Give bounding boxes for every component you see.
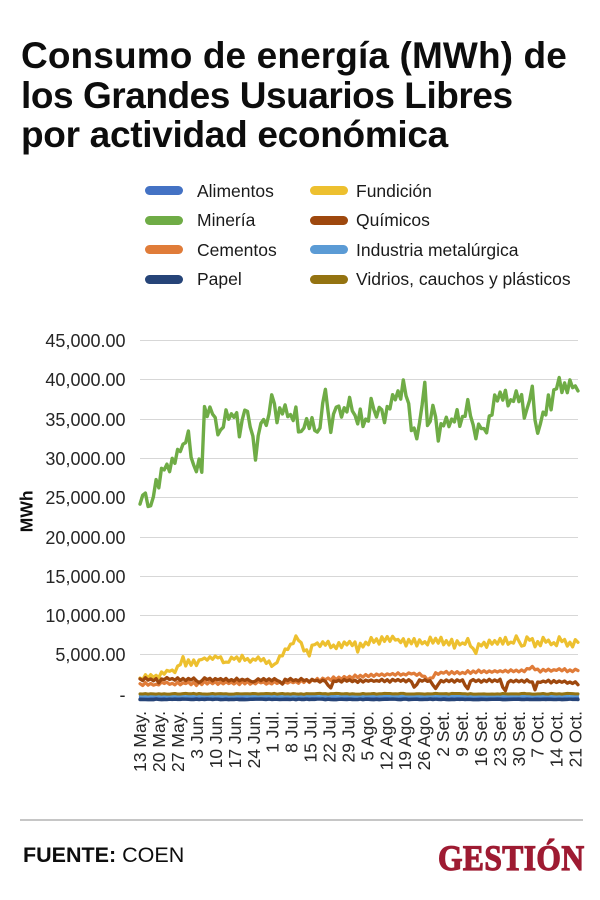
- svg-text:35,000.00: 35,000.00: [45, 410, 125, 430]
- svg-text:26 Ago.: 26 Ago.: [414, 711, 434, 770]
- svg-text:29 Jul.: 29 Jul.: [338, 711, 358, 763]
- svg-text:21 Oct.: 21 Oct.: [566, 711, 586, 767]
- svg-text:45,000.00: 45,000.00: [45, 331, 125, 351]
- svg-text:40,000.00: 40,000.00: [45, 370, 125, 390]
- svg-text:19 Ago.: 19 Ago.: [395, 711, 415, 770]
- svg-text:5,000.00: 5,000.00: [55, 645, 125, 665]
- svg-text:-: -: [120, 685, 126, 705]
- svg-text:15 Jul.: 15 Jul.: [301, 711, 321, 763]
- svg-text:15,000.00: 15,000.00: [45, 567, 125, 587]
- svg-text:20,000.00: 20,000.00: [45, 528, 125, 548]
- svg-text:3 Jun.: 3 Jun.: [187, 711, 207, 759]
- svg-text:14 Oct.: 14 Oct.: [547, 711, 567, 767]
- svg-text:13 May.: 13 May.: [130, 711, 150, 772]
- svg-text:30,000.00: 30,000.00: [45, 449, 125, 469]
- svg-text:2 Set.: 2 Set.: [433, 711, 453, 757]
- svg-text:23 Set.: 23 Set.: [490, 711, 510, 766]
- svg-text:8 Jul.: 8 Jul.: [282, 711, 302, 753]
- svg-text:27 May.: 27 May.: [168, 711, 188, 772]
- svg-text:10 Jun.: 10 Jun.: [206, 711, 226, 768]
- svg-text:5 Ago.: 5 Ago.: [357, 711, 377, 761]
- svg-text:25,000.00: 25,000.00: [45, 488, 125, 508]
- svg-text:12 Ago.: 12 Ago.: [376, 711, 396, 770]
- svg-text:24 Jun.: 24 Jun.: [244, 711, 264, 768]
- svg-text:10,000.00: 10,000.00: [45, 606, 125, 626]
- svg-text:30 Set.: 30 Set.: [509, 711, 529, 766]
- svg-text:22 Jul.: 22 Jul.: [320, 711, 340, 763]
- svg-text:1 Jul.: 1 Jul.: [263, 711, 283, 753]
- svg-text:9 Set.: 9 Set.: [452, 711, 472, 757]
- svg-text:20 May.: 20 May.: [149, 711, 169, 772]
- svg-text:17 Jun.: 17 Jun.: [225, 711, 245, 768]
- svg-text:16 Set.: 16 Set.: [471, 711, 491, 766]
- svg-text:7 Oct.: 7 Oct.: [528, 711, 548, 758]
- svg-text:MWh: MWh: [17, 490, 37, 532]
